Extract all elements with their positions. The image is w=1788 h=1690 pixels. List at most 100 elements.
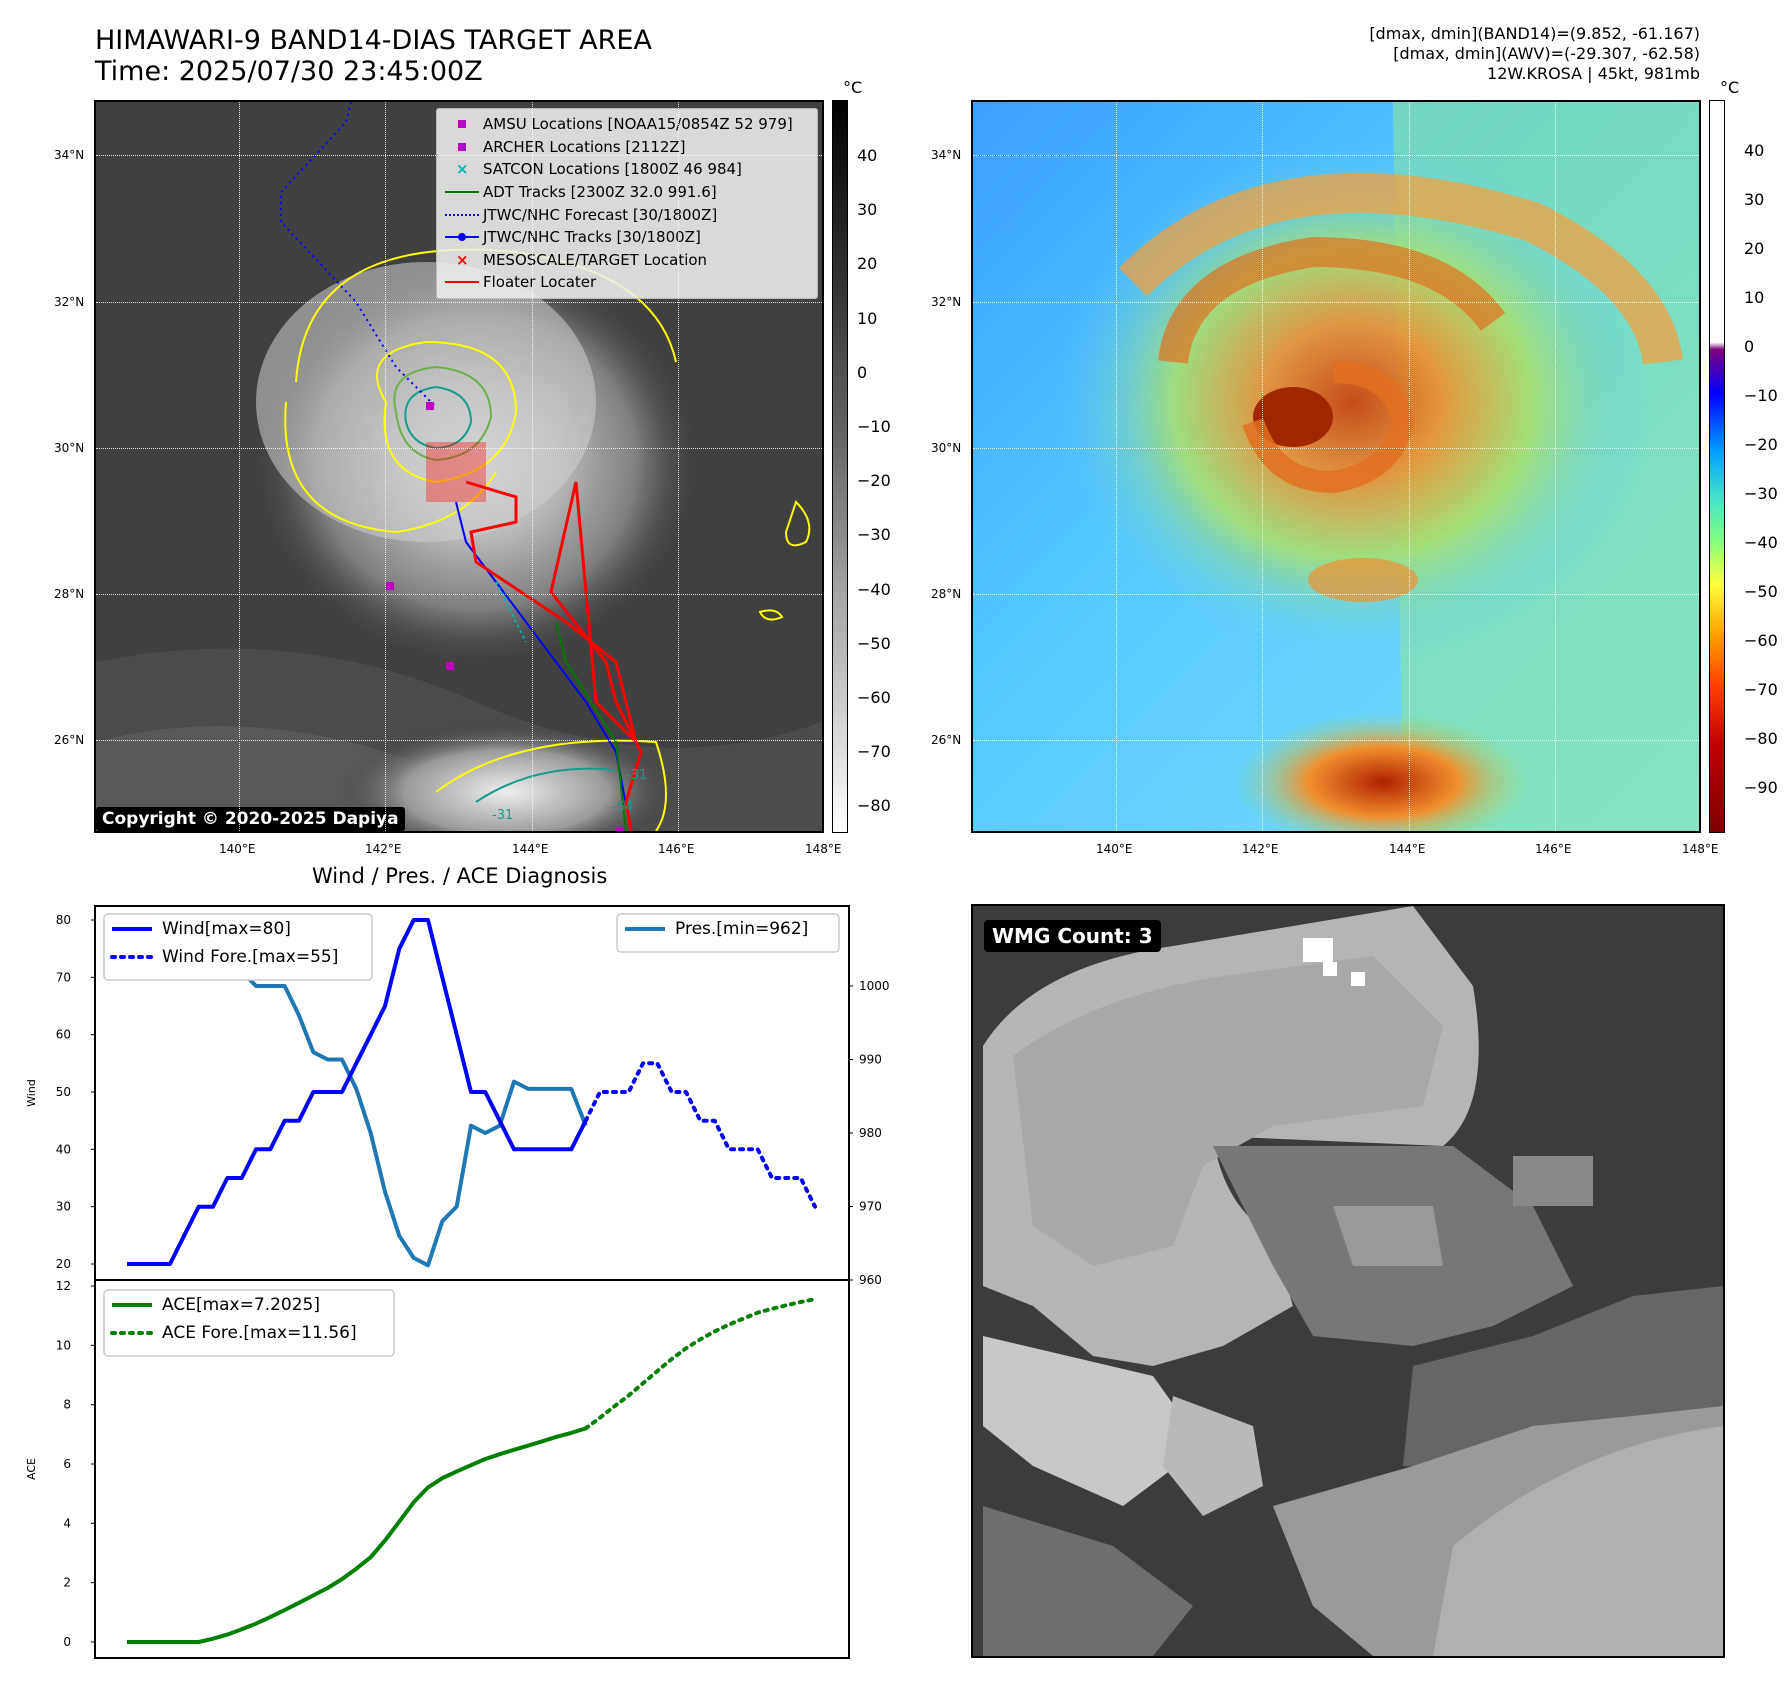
wind-tick-label: 30 (56, 1200, 71, 1214)
colorbar-tick: 0 (857, 362, 868, 382)
colorbar-tick: 30 (857, 200, 878, 220)
colorbar-tick: −20 (1744, 435, 1778, 454)
lon-gridline (1116, 102, 1117, 831)
colorbar-tick: −70 (857, 742, 891, 762)
awv-stats: [dmax, dmin](AWV)=(-29.307, -62.58) (1393, 44, 1700, 63)
pressure-tick-label: 1000 (859, 979, 890, 993)
lon-tick-label: 144°E (512, 842, 549, 856)
colorbar-tick: −40 (1744, 533, 1778, 552)
lon-gridline (239, 102, 240, 831)
wind-tick-label: 70 (56, 970, 71, 984)
lat-tick-label: 34°N (54, 148, 85, 162)
lat-gridline (973, 594, 1699, 595)
legend-symbol: × (456, 250, 469, 269)
ace-tick-label: 6 (63, 1457, 71, 1471)
colorbar-tick: 0 (1744, 337, 1755, 356)
legend-label: MESOSCALE/TARGET Location (483, 250, 708, 269)
colorbar-tick: −20 (857, 471, 891, 491)
lon-tick-label: 148°E (805, 842, 842, 856)
wmg-image (973, 906, 1723, 1656)
legend-entry: × MESOSCALE/TARGET Location (443, 249, 811, 272)
wind-legend (103, 913, 373, 981)
legend-entry: Floater Locater (443, 271, 811, 294)
colorbar-tick: −70 (1744, 680, 1778, 699)
legend-entry: JTWC/NHC Forecast [30/1800Z] (443, 203, 811, 226)
legend-symbol (443, 227, 483, 247)
wind-tick-label: 60 (56, 1028, 71, 1042)
legend-label: Pres.[min=962] (675, 919, 808, 939)
colorbar-tick: −90 (1744, 778, 1778, 797)
colorbar-tick: −80 (1744, 729, 1778, 748)
lat-gridline (96, 448, 822, 449)
ace-tick-label: 10 (56, 1338, 71, 1352)
lat-gridline (973, 740, 1699, 741)
wmg-panel: WMG Count: 3 (971, 904, 1725, 1658)
lon-gridline (385, 102, 386, 831)
figure-time: Time: 2025/07/30 23:45:00Z (95, 56, 483, 87)
lat-tick-label: 32°N (54, 295, 85, 309)
legend-entry: × SATCON Locations [1800Z 46 984] (443, 158, 811, 181)
contour-label: -31 (492, 808, 514, 823)
colorbar-tick: −30 (857, 525, 891, 545)
colorbar-tick: 40 (857, 146, 878, 165)
pressure-tick-label: 960 (859, 1273, 882, 1287)
colorbar-tick: 10 (1744, 288, 1765, 307)
storm-info: 12W.KROSA | 45kt, 981mb (1487, 64, 1700, 83)
ace-tick-label: 12 (56, 1279, 71, 1293)
ace-forecast-line (583, 1297, 817, 1431)
legend-symbol (443, 114, 483, 134)
lat-gridline (96, 740, 822, 741)
lat-tick-label: 26°N (931, 733, 962, 747)
ir-colorbar-unit: °C (843, 78, 863, 97)
colorbar-tick: −10 (857, 417, 891, 436)
ace-legend (103, 1289, 395, 1357)
colorbar-tick: −30 (1744, 484, 1778, 503)
legend-symbol (443, 182, 483, 202)
legend-label: ACE Fore.[max=11.56] (162, 1323, 357, 1343)
legend-label: ARCHER Locations [2112Z] (483, 137, 686, 156)
colorbar-tick: −40 (857, 579, 891, 599)
legend-label: Floater Locater (483, 273, 597, 292)
colorbar-tick: −10 (1744, 386, 1778, 405)
pressure-tick-label: 970 (859, 1200, 882, 1214)
lon-gridline (678, 102, 679, 831)
diagnosis-chart: 807060504030201000990980970960121086420W… (25, 905, 890, 1659)
lon-tick-label: 140°E (219, 842, 256, 856)
lon-tick-label: 142°E (1242, 842, 1279, 856)
legend-label: ADT Tracks [2300Z 32.0 991.6] (483, 183, 717, 202)
band14-stats: [dmax, dmin](BAND14)=(9.852, -61.167) (1369, 24, 1700, 43)
legend-symbol: × (456, 160, 469, 179)
legend-entry: JTWC/NHC Tracks [30/1800Z] (443, 226, 811, 249)
lon-tick-label: 148°E (1682, 842, 1719, 856)
legend-entry: ADT Tracks [2300Z 32.0 991.6] (443, 181, 811, 204)
lon-tick-label: 146°E (1535, 842, 1572, 856)
diagnosis-title: Wind / Pres. / ACE Diagnosis (312, 864, 608, 888)
ir-colorbar (832, 100, 848, 833)
lat-tick-label: 26°N (54, 733, 85, 747)
lon-gridline (532, 102, 533, 831)
legend-label: SATCON Locations [1800Z 46 984] (483, 160, 742, 179)
awv-colorbar (1709, 100, 1725, 833)
legend-symbol (443, 205, 483, 225)
legend-entry: ARCHER Locations [2112Z] (443, 136, 811, 159)
contour-label: -31 (626, 768, 648, 783)
colorbar-tick: −50 (857, 633, 891, 653)
awv-map-panel (971, 100, 1701, 833)
lat-gridline (973, 155, 1699, 156)
ace-tick-label: 0 (63, 1635, 71, 1649)
legend-label: JTWC/NHC Tracks [30/1800Z] (483, 228, 701, 247)
wind-tick-label: 40 (56, 1142, 71, 1156)
lat-gridline (973, 448, 1699, 449)
stats-info: [dmax, dmin](BAND14)=(9.852, -61.167) [d… (1369, 24, 1700, 84)
lon-tick-label: 140°E (1096, 842, 1133, 856)
lat-tick-label: 32°N (931, 295, 962, 309)
ace-tick-label: 2 (63, 1576, 71, 1590)
wind-line (127, 918, 588, 1266)
ace-line (127, 1426, 587, 1644)
lat-gridline (96, 155, 822, 156)
pressure-legend (616, 913, 840, 953)
lat-gridline (96, 302, 822, 303)
legend-label: AMSU Locations [NOAA15/0854Z 52 979] (483, 115, 793, 134)
colorbar-tick: 40 (1744, 141, 1765, 160)
lon-gridline (1409, 102, 1410, 831)
